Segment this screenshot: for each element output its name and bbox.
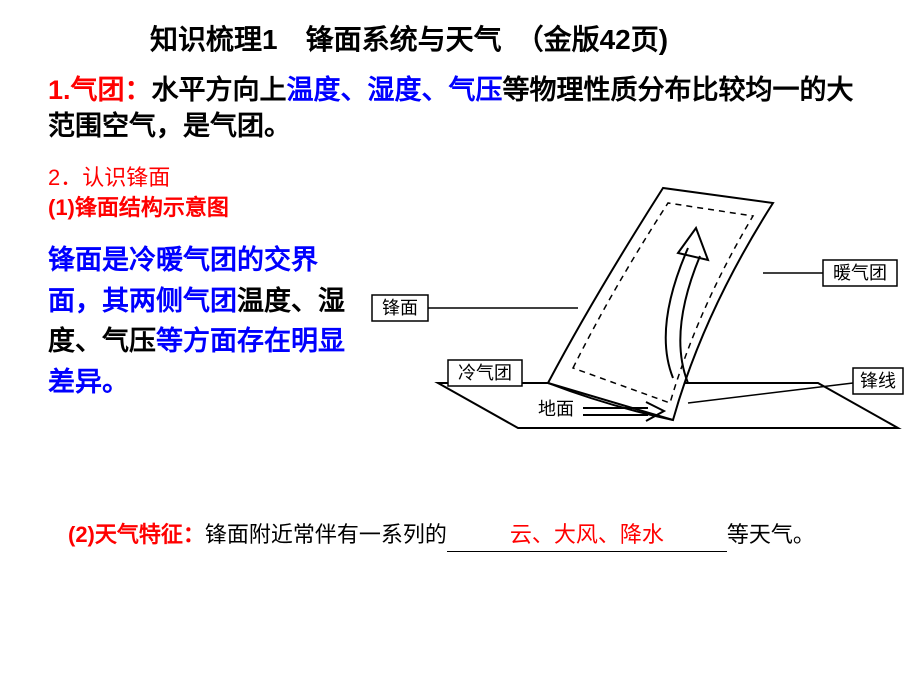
weather-label: (2)天气特征：: [68, 522, 205, 547]
section-2-label: 2．认识锋面: [48, 160, 170, 192]
airmass-keywords: 温度、湿度、气压: [287, 75, 503, 105]
frontal-surface: [548, 188, 773, 420]
label-lengqituan: 冷气团: [458, 363, 512, 383]
weather-blank: 云、大风、降水: [447, 518, 727, 552]
paragraph-front-surface: 锋面是冷暖气团的交界面，其两侧气团温度、湿度、气压等方面存在明显差异。: [48, 240, 368, 402]
label-nuanqituan: 暖气团: [833, 263, 887, 283]
label-dimian: 地面: [538, 399, 574, 419]
paragraph-airmass: 1.气团：水平方向上温度、湿度、气压等物理性质分布比较均一的大范围空气，是气团。: [48, 72, 878, 145]
airmass-label: 1.气团：: [48, 75, 152, 105]
section-2-1-label: (1)锋面结构示意图: [48, 190, 229, 222]
paragraph-weather-feature: (2)天气特征：锋面附近常伴有一系列的云、大风、降水等天气。: [68, 518, 868, 552]
weather-text2: 等天气。: [727, 522, 815, 547]
front-structure-diagram: 锋面 暖气团 冷气团 地面 锋线: [368, 168, 908, 448]
label-fengxian: 锋线: [860, 371, 896, 391]
weather-text1: 锋面附近常伴有一系列的: [205, 522, 447, 547]
page-title: 知识梳理1 锋面系统与天气 （金版42页): [150, 18, 668, 58]
airmass-text1: 水平方向上: [152, 75, 287, 105]
label-line-fengxian: [688, 383, 853, 403]
label-fengmian: 锋面: [382, 298, 418, 318]
